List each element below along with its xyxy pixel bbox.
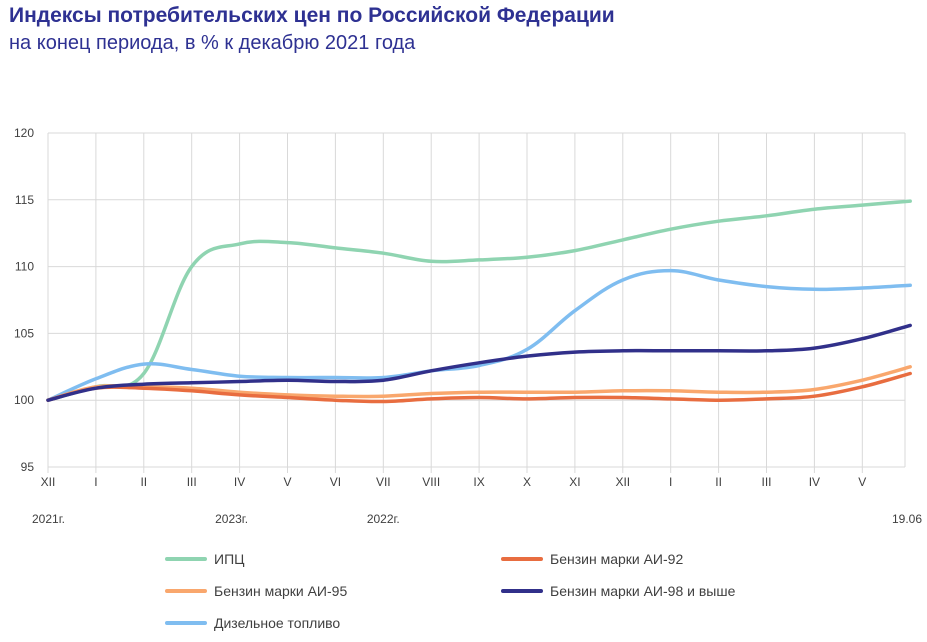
series-line-0 <box>46 199 912 402</box>
x-tick-label: III <box>187 475 197 489</box>
x-axis: XII I II III IV V VI VII VIII IX X XI XII I II III IV V <box>41 475 867 489</box>
y-tick-label: 105 <box>14 326 34 340</box>
legend-item: Бензин марки АИ-98 и выше <box>501 583 736 599</box>
series-line-1 <box>46 371 912 404</box>
chart-subtitle: на конец периода, в % к декабрю 2021 год… <box>9 32 416 54</box>
series-lines <box>46 199 912 404</box>
x-tick-label: VII <box>376 475 391 489</box>
y-tick-label: 110 <box>15 260 34 274</box>
legend: ИПЦ Бензин марки АИ-92 Бензин марки АИ-95 Б… <box>165 551 736 631</box>
year-label: 2021г. <box>32 512 65 526</box>
series-line-3 <box>46 323 912 402</box>
y-tick-label: 100 <box>14 393 34 407</box>
y-tick-label: 115 <box>15 193 34 207</box>
x-tick-label: V <box>858 475 866 489</box>
x-tick-label: XII <box>615 475 630 489</box>
legend-item: Дизельное топливо <box>165 615 340 631</box>
x-tick-label: IV <box>809 475 820 489</box>
x-tick-label: X <box>523 475 531 489</box>
x-tick-label: XI <box>569 475 580 489</box>
y-tick-label: 95 <box>21 460 35 474</box>
x-tick-label: I <box>669 475 672 489</box>
x-tick-label: VIII <box>422 475 440 489</box>
y-axis: 95 100 105 110 115 120 <box>14 126 34 474</box>
year-label: 2022г. <box>367 512 400 526</box>
x-tick-label: VI <box>330 475 341 489</box>
legend-item: Бензин марки АИ-92 <box>501 551 683 567</box>
legend-label: Дизельное топливо <box>214 615 340 631</box>
x-tick-label: II <box>140 475 147 489</box>
x-tick-label: IV <box>234 475 245 489</box>
x-tick-label: I <box>94 475 97 489</box>
x-tick-label: IX <box>473 475 484 489</box>
chart-grid <box>47 132 906 473</box>
year-labels: 2021г. 2022г. 2023г. 19.06 <box>32 512 922 526</box>
series-line-4 <box>46 268 912 402</box>
legend-label: Бензин марки АИ-98 и выше <box>550 583 736 599</box>
legend-label: ИПЦ <box>214 551 245 567</box>
year-label: 19.06 <box>892 512 922 526</box>
x-tick-label: III <box>761 475 771 489</box>
legend-item: ИПЦ <box>165 551 245 567</box>
legend-label: Бензин марки АИ-95 <box>214 583 347 599</box>
chart-title: Индексы потребительских цен по Российско… <box>9 4 615 27</box>
x-tick-label: II <box>715 475 722 489</box>
x-tick-label: XII <box>41 475 56 489</box>
legend-label: Бензин марки АИ-92 <box>550 551 683 567</box>
year-label: 2023г. <box>215 512 248 526</box>
series-line-2 <box>46 365 912 402</box>
legend-item: Бензин марки АИ-95 <box>165 583 347 599</box>
y-tick-label: 120 <box>14 126 34 140</box>
x-tick-label: V <box>283 475 291 489</box>
